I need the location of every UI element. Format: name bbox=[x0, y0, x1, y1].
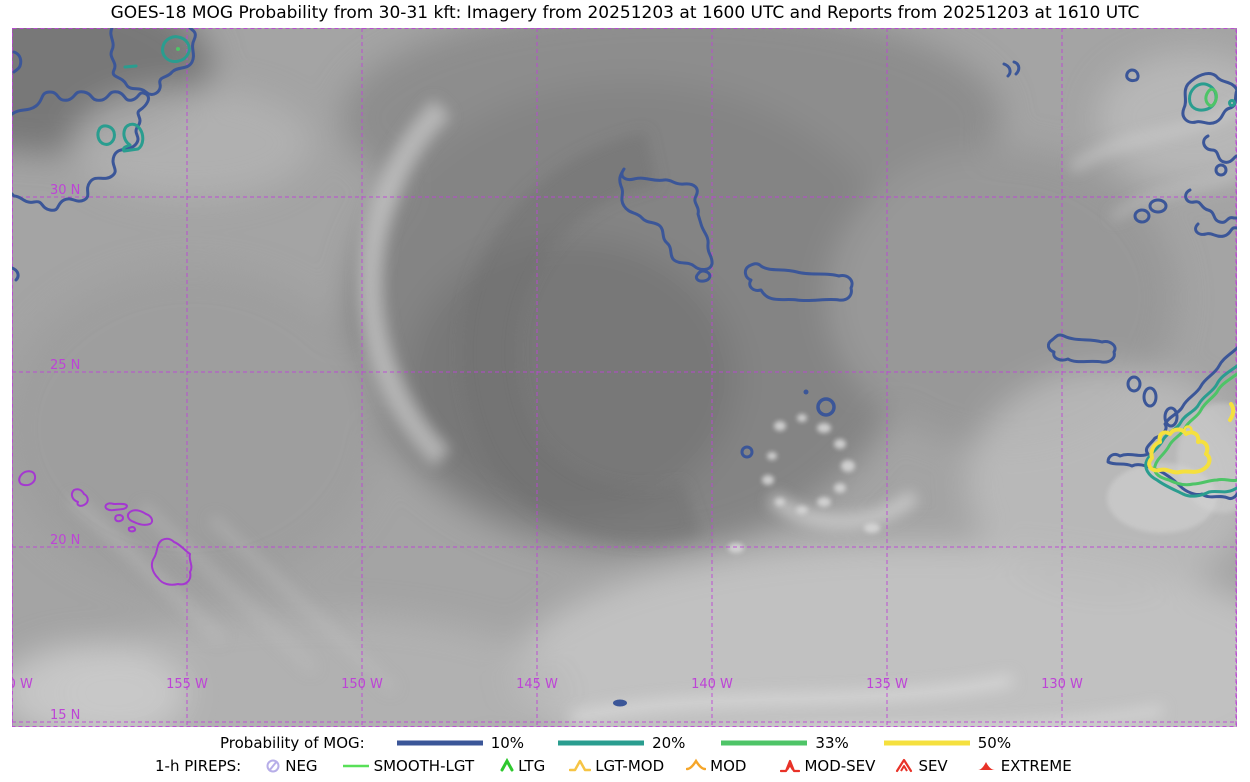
lon-label: 145 W bbox=[516, 677, 558, 692]
probability-line-swatch bbox=[883, 740, 970, 746]
island-molokai bbox=[104, 502, 128, 512]
lat-label: 25 N bbox=[50, 358, 80, 373]
contour-33pct bbox=[176, 47, 1237, 487]
caret-icon bbox=[500, 757, 514, 772]
contour-50pct bbox=[1147, 402, 1236, 475]
smooth-line-icon bbox=[342, 764, 369, 768]
probability-pct-label: 20% bbox=[652, 734, 686, 752]
map-canvas: 30 N 25 N 20 N 15 N 160 W 155 W 150 W 14… bbox=[12, 28, 1237, 727]
probability-pct-label: 10% bbox=[490, 734, 525, 752]
pireps-label: LGT-MOD bbox=[595, 757, 665, 775]
island-kauai bbox=[18, 470, 37, 487]
probability-line-swatch bbox=[396, 740, 483, 746]
triangle-on-line-icon bbox=[569, 759, 592, 772]
island-kahoolawe bbox=[127, 526, 137, 533]
pireps-label: SEV bbox=[918, 757, 948, 775]
legend-item-33pct: 33% bbox=[719, 734, 849, 752]
legend-item-ltg: LTG bbox=[500, 757, 545, 775]
grid-labels: 30 N 25 N 20 N 15 N 160 W 155 W 150 W 14… bbox=[12, 183, 1083, 723]
probability-line-swatch bbox=[721, 740, 808, 746]
contour-20pct bbox=[96, 35, 1237, 498]
lon-label: 150 W bbox=[341, 677, 383, 692]
pireps-label: EXTREME bbox=[1000, 757, 1072, 775]
pireps-legend-row: 1-h PIREPS: NEG SMOOTH-LGT LTG LGT-MOD bbox=[155, 757, 1072, 775]
lon-label: 130 W bbox=[1041, 677, 1083, 692]
island-oahu bbox=[70, 488, 89, 507]
caret-icon bbox=[686, 758, 707, 771]
lon-label: 135 W bbox=[866, 677, 908, 692]
probability-legend-row: Probability of MOG: 10% 20% 33% 50% bbox=[220, 734, 1011, 752]
legend-item-mod-sev: MOD-SEV bbox=[780, 757, 875, 775]
pireps-label: MOD-SEV bbox=[804, 757, 876, 775]
filled-triangle-icon bbox=[977, 762, 995, 770]
lon-label: 155 W bbox=[166, 677, 208, 692]
satellite-map: 30 N 25 N 20 N 15 N 160 W 155 W 150 W 14… bbox=[12, 28, 1237, 727]
legend-item-50pct: 50% bbox=[882, 734, 1011, 752]
island-maui bbox=[126, 509, 154, 526]
legend-item-mod: MOD bbox=[686, 757, 746, 775]
legend-item-10pct: 10% bbox=[395, 734, 524, 752]
legend-item-lgt-mod: LGT-MOD bbox=[569, 757, 664, 775]
island-hawaii bbox=[150, 537, 193, 586]
legend-item-smooth-lgt: SMOOTH-LGT bbox=[342, 757, 475, 775]
probability-pct-label: 50% bbox=[977, 734, 1012, 752]
lat-label: 15 N bbox=[50, 708, 80, 723]
legend-item-sev: SEV bbox=[895, 757, 948, 775]
legend-item-neg: NEG bbox=[265, 757, 318, 775]
double-caret-icon bbox=[896, 758, 913, 773]
probability-line-swatch bbox=[558, 740, 645, 746]
satellite-imagery bbox=[12, 28, 1237, 727]
legend-item-20pct: 20% bbox=[556, 734, 685, 752]
island-lanai bbox=[114, 514, 124, 523]
null-circle-icon bbox=[266, 759, 280, 773]
probability-legend-label: Probability of MOG: bbox=[220, 734, 365, 752]
grid-lines bbox=[12, 28, 1237, 727]
lat-label: 20 N bbox=[50, 533, 80, 548]
legend: Probability of MOG: 10% 20% 33% 50% 1-h … bbox=[0, 727, 1250, 782]
pireps-legend-label: 1-h PIREPS: bbox=[155, 757, 242, 775]
pireps-label: MOD bbox=[710, 757, 747, 775]
probability-pct-label: 33% bbox=[815, 734, 849, 752]
hat-caret-on-line-icon bbox=[780, 759, 801, 773]
pireps-label: LTG bbox=[518, 757, 546, 775]
map-frame bbox=[12, 28, 1237, 727]
hawaii-coastlines bbox=[18, 470, 193, 586]
page-title: GOES-18 MOG Probability from 30-31 kft: … bbox=[110, 3, 1140, 23]
legend-item-extreme: EXTREME bbox=[976, 757, 1072, 775]
pireps-label: SMOOTH-LGT bbox=[373, 757, 475, 775]
pireps-label: NEG bbox=[285, 757, 318, 775]
lon-label: 140 W bbox=[691, 677, 733, 692]
lat-label: 30 N bbox=[50, 183, 80, 198]
contour-10pct bbox=[12, 28, 1237, 707]
lon-label: 160 W bbox=[12, 677, 33, 692]
